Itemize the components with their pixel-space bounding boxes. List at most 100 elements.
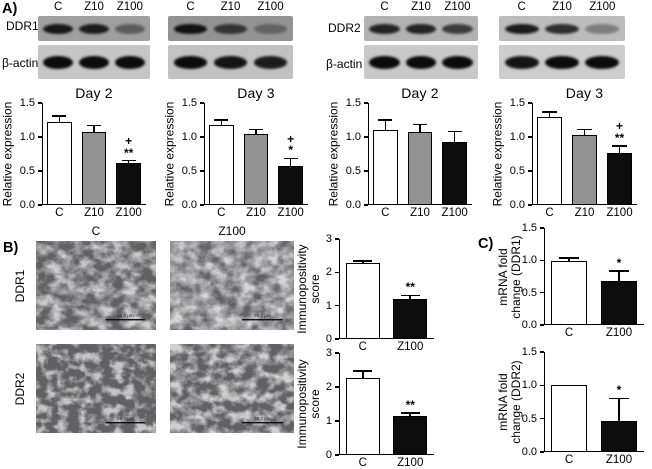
chart-title: Day 3 [237, 85, 275, 101]
y-tick-label: 0.5 [521, 286, 537, 299]
y-tick-mark [364, 170, 368, 172]
x-tick-label: C [545, 207, 554, 219]
lane-label-z10: Z10 [220, 1, 241, 13]
x-tick-label: Z10 [574, 207, 595, 219]
panel-c-label: C) [478, 236, 494, 252]
ddr2-band-c [369, 23, 400, 34]
y-tick-label: 1 [325, 415, 332, 427]
error-bar [548, 112, 551, 118]
lane-label-c: C [517, 1, 526, 13]
y-tick-mark [335, 304, 339, 307]
error-bar-cap [608, 270, 630, 272]
beta-actin-band-z10 [544, 55, 579, 69]
error-bar-cap [558, 257, 580, 260]
y-tick-label: 1.5 [521, 346, 537, 358]
bar-c [551, 260, 587, 325]
beta-actin-row-label: β-actin [326, 57, 363, 71]
ddr2-band-c [504, 23, 539, 34]
lane-label-c: C [186, 1, 195, 13]
error-bar [409, 413, 412, 416]
lane-label-c: C [380, 1, 389, 13]
y-tick-label: 0.5 [509, 165, 525, 177]
y-tick-mark [540, 291, 544, 294]
error-bar-cap [413, 123, 427, 126]
x-tick-label: C [381, 207, 390, 219]
error-bar [409, 296, 412, 299]
y-tick-label: 1.0 [345, 131, 361, 143]
ddr1-band-z10 [78, 23, 110, 34]
y-tick-label: 1.5 [19, 97, 35, 109]
beta-actin-band-c [173, 55, 208, 69]
y-tick-mark [335, 271, 339, 274]
beta-actin-band-z10 [405, 55, 437, 69]
plot-area [339, 239, 434, 339]
ddr1-band-c [43, 23, 74, 34]
x-tick-label: Z100 [397, 341, 424, 353]
micrograph-image: 50.0 μm [36, 344, 156, 433]
error-bar [93, 126, 95, 132]
y-tick-mark [528, 204, 532, 206]
significance-annotation: ** [405, 397, 415, 412]
micrograph-column-header-z100: Z100 [218, 224, 246, 238]
micrograph-ddr1-c: 50.0 μm [36, 241, 156, 330]
bar-z100 [393, 298, 428, 339]
ddr2-row-label: DDR2 [328, 21, 361, 35]
lane-label-z100: Z100 [116, 1, 143, 13]
error-bar [618, 146, 621, 153]
y-tick-mark [335, 238, 339, 240]
bar-z100 [393, 415, 428, 455]
y-tick-label: 1.0 [509, 131, 525, 143]
y-axis-label: mRNA fold change (DDR1) [496, 234, 523, 319]
x-tick-label: Z100 [605, 327, 633, 339]
error-bar-cap [249, 128, 263, 131]
y-tick-label: 1.5 [345, 97, 361, 109]
error-bar [419, 125, 421, 133]
y-axis-label: Immunopositivity score [295, 244, 322, 334]
error-bar-cap [400, 294, 420, 297]
plot-area [544, 352, 644, 452]
y-tick-label: 2 [325, 381, 332, 393]
beta-actin-band-c [43, 55, 74, 69]
plot-area [339, 353, 434, 455]
error-bar [289, 159, 292, 166]
error-bar-cap [400, 412, 420, 414]
x-tick-label: Z100 [441, 207, 468, 219]
y-tick-mark [540, 227, 544, 229]
y-tick-mark [200, 204, 204, 206]
beta-actin-band-c [504, 55, 539, 69]
significance-annotation: + * [287, 132, 295, 158]
y-tick-mark [200, 102, 204, 104]
x-tick-label: Z100 [115, 207, 142, 219]
ddr2-band-z100 [442, 23, 473, 34]
bar-z10 [407, 132, 433, 205]
ddr2-band-z10 [405, 23, 437, 34]
panel-b-label: B) [3, 240, 19, 256]
svg-text:50.0 μm: 50.0 μm [117, 313, 134, 318]
error-bar [618, 271, 620, 282]
error-bar-cap [577, 128, 592, 131]
y-tick-mark [200, 136, 204, 138]
chart-title: Day 2 [75, 85, 113, 101]
lane-label-z10: Z10 [84, 1, 104, 13]
y-tick-label: 1.0 [521, 254, 537, 267]
y-tick-mark [335, 420, 339, 422]
y-tick-label: 0.0 [521, 319, 537, 331]
y-tick-mark [540, 417, 544, 420]
x-tick-label: C [55, 207, 64, 219]
significance-annotation: * [616, 255, 622, 270]
error-bar-cap [378, 119, 393, 121]
bar-z100 [116, 162, 142, 205]
beta-actin-band-z100 [253, 55, 288, 69]
ddr1-micrograph-row-label: DDR1 [13, 269, 27, 302]
bar-z10 [81, 131, 107, 205]
y-tick-mark [540, 351, 544, 353]
error-bar-cap [542, 110, 557, 113]
y-tick-mark [540, 384, 544, 387]
y-tick-label: 0.5 [521, 412, 537, 425]
y-tick-label: 1.5 [521, 222, 537, 234]
chart-immunopositivity-ddr1: Immunopositivity score 0 1 2 3 C ** Z100 [291, 226, 440, 354]
lane-label-z100: Z100 [257, 1, 284, 13]
y-tick-mark [335, 352, 339, 354]
micrograph-image: 50.0 μm [170, 344, 294, 433]
